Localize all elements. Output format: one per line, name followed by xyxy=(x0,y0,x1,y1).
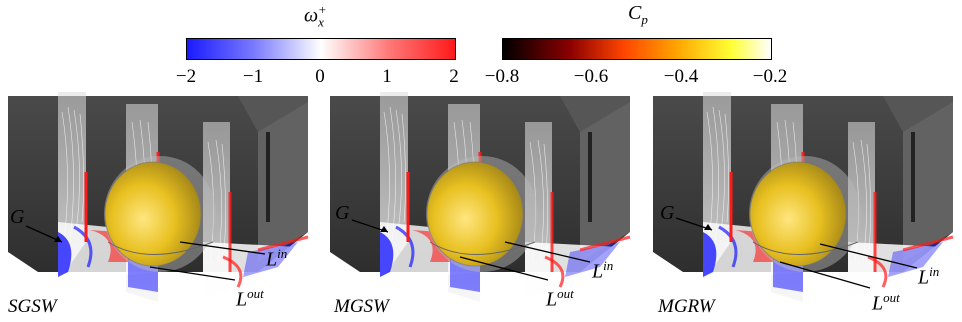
callout-lout-label: Lout xyxy=(236,286,264,311)
vorticity-tick: 1 xyxy=(382,66,392,87)
pressure-colorbar xyxy=(502,38,772,60)
pressure-tick: −0.2 xyxy=(752,66,788,87)
vorticity-tick: 0 xyxy=(315,66,325,87)
visualization-canvas xyxy=(6,92,955,304)
pressure-colorbar-title: Cp xyxy=(628,2,648,27)
callout-g-label: G xyxy=(335,202,350,224)
panel-1-visual xyxy=(6,92,310,304)
pressure-tick: −0.4 xyxy=(663,66,699,87)
panel-3-visual xyxy=(651,92,955,304)
callout-lin-label: Lin xyxy=(918,264,940,289)
vorticity-tick: −1 xyxy=(242,66,264,87)
vorticity-colorbar-title: ωx+ xyxy=(304,2,327,30)
callout-lines xyxy=(25,217,918,289)
vorticity-tick: −2 xyxy=(175,66,197,87)
pressure-tick: −0.8 xyxy=(484,66,520,87)
callout-g-label: G xyxy=(660,202,675,224)
pressure-tick: −0.6 xyxy=(573,66,609,87)
panel-2-visual xyxy=(328,92,632,304)
vorticity-tick: 2 xyxy=(449,66,459,87)
panel-3-label: MGRW xyxy=(658,296,715,317)
callout-lout-label: Lout xyxy=(546,286,574,311)
panel-2-label: MGSW xyxy=(334,296,389,317)
vorticity-colorbar xyxy=(186,38,456,60)
callout-lin-label: Lin xyxy=(266,246,288,271)
callout-lout-label: Lout xyxy=(872,290,900,315)
callout-g-label: G xyxy=(10,206,25,228)
panel-1-label: SGSW xyxy=(8,296,57,317)
callout-lin-label: Lin xyxy=(592,258,614,283)
